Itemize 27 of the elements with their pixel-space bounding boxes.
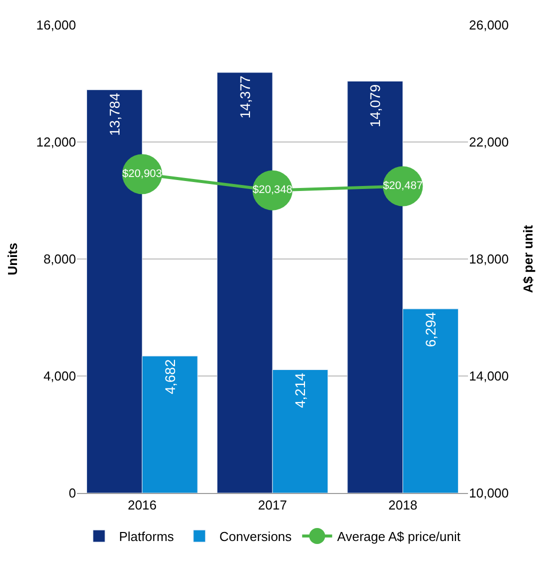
x-tick-label: 2017 xyxy=(258,498,287,513)
y-tick-label: 12,000 xyxy=(36,134,76,150)
data-label: $20,487 xyxy=(382,180,423,192)
data-label: $20,903 xyxy=(122,168,162,180)
data-label: 14,377 xyxy=(236,75,253,119)
legend-label: Platforms xyxy=(119,529,174,544)
y-tick-label: 0 xyxy=(68,486,76,501)
y-tick-label: 8,000 xyxy=(43,252,76,267)
data-label: 4,682 xyxy=(162,359,178,394)
data-label: 6,294 xyxy=(422,312,439,348)
data-label: $20,348 xyxy=(252,184,292,196)
y2-tick-label: 14,000 xyxy=(469,368,509,384)
y2-axis-title: A$ per unit xyxy=(520,224,536,293)
y2-tick-label: 22,000 xyxy=(469,134,509,150)
y-tick-label: 4,000 xyxy=(43,368,76,384)
data-label: 4,214 xyxy=(292,372,308,408)
x-tick-label: 2018 xyxy=(388,498,418,513)
y2-tick-label: 10,000 xyxy=(469,486,509,501)
data-label: 14,079 xyxy=(367,84,384,128)
y2-tick-label: 18,000 xyxy=(469,252,509,267)
y-axis-title: Units xyxy=(5,242,20,276)
legend-label: Conversions xyxy=(219,529,292,544)
x-tick-label: 2016 xyxy=(128,498,157,513)
data-label: 13,784 xyxy=(106,92,122,136)
y2-tick-label: 26,000 xyxy=(469,18,509,33)
legend-label: Average A$ price/unit xyxy=(337,529,461,544)
y-tick-label: 16,000 xyxy=(36,18,76,33)
